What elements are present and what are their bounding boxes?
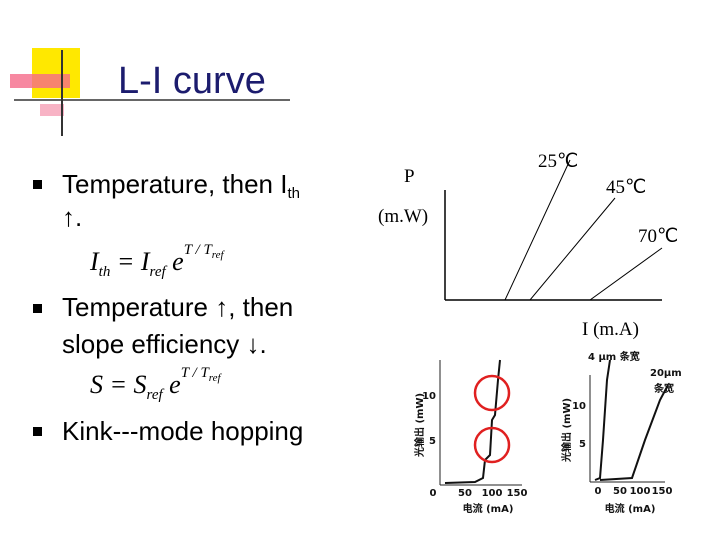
tick-label: 5 (429, 436, 436, 447)
eq-sub: ref (147, 387, 165, 403)
eq-part: I (89, 247, 100, 276)
subscript: th (287, 185, 300, 202)
curve-label: 45℃ (606, 177, 646, 198)
note: 4 μm 条宽 (588, 350, 640, 363)
note: 20μm (650, 368, 682, 379)
eq-part: S (90, 370, 103, 399)
x-label: 电流 (mA) (463, 502, 514, 515)
eq-sub: ref (212, 249, 226, 261)
deco-bar (10, 74, 70, 88)
bullet (33, 180, 42, 189)
tick-label: 10 (572, 401, 586, 412)
bullet-text: slope efficiency ↓. (62, 329, 267, 359)
title: L-I curve (118, 60, 266, 102)
text: Temperature (62, 292, 215, 322)
curve (488, 159, 571, 301)
y-unit: (m.W) (378, 206, 428, 227)
y-label: 光输出 (mW) (413, 393, 426, 458)
text: slope efficiency (62, 329, 247, 359)
tick-label: 10 (422, 391, 436, 402)
text: . (75, 202, 82, 232)
text: . (260, 329, 267, 359)
arrow: ↓ (247, 329, 260, 359)
deco-square (32, 48, 80, 98)
tick-label: 0 (430, 488, 437, 499)
x-label: 电流 (mA) (605, 502, 656, 515)
arrow: ↑ (215, 292, 228, 322)
bullet-text: Kink---mode hopping (62, 416, 303, 446)
tick-label: 5 (579, 439, 586, 450)
y-label: 光输出 (mW) (560, 398, 573, 463)
bullet (33, 304, 42, 313)
tick-label: 100 (630, 486, 651, 497)
tick-label: 150 (507, 488, 528, 499)
tick-label: 50 (613, 486, 627, 497)
curve (594, 359, 611, 481)
tick-label: 150 (652, 486, 673, 497)
tick-label: 50 (458, 488, 472, 499)
bullet-text: ↑. (62, 202, 82, 232)
eq-part: = I (110, 247, 151, 276)
text: , then (228, 292, 293, 322)
y-label: P (404, 166, 415, 187)
tick-label: 0 (595, 486, 602, 497)
highlight (473, 426, 511, 464)
bullet-text: Temperature, then Ith (62, 169, 300, 202)
highlight (473, 374, 511, 412)
curve-label: 70℃ (638, 226, 678, 247)
tick-label: 100 (482, 488, 503, 499)
eq-sup: T / T (181, 365, 211, 381)
eq-sup: T / T (184, 242, 214, 258)
equation: Ith = Iref eT / Tref (89, 242, 226, 280)
eq-sub: ref (209, 372, 223, 384)
eq-sub: th (99, 264, 111, 280)
text: Temperature, then I (62, 169, 287, 199)
eq-sub: ref (150, 264, 168, 280)
curve (599, 384, 669, 481)
x-label: I (m.A) (582, 319, 639, 340)
arrow: ↑ (62, 202, 75, 232)
equation: S = Sref eT / Tref (90, 365, 223, 403)
eq-part: e (166, 247, 184, 276)
eq-part: e (163, 370, 181, 399)
curve (444, 359, 501, 484)
deco-bar (40, 104, 64, 116)
bullet (33, 427, 42, 436)
bullet-text: Temperature ↑, then (62, 292, 293, 322)
curve-label: 25℃ (538, 151, 578, 172)
curve (560, 247, 663, 301)
eq-part: = S (103, 370, 147, 399)
curve (510, 197, 616, 301)
note: 条宽 (653, 382, 674, 395)
